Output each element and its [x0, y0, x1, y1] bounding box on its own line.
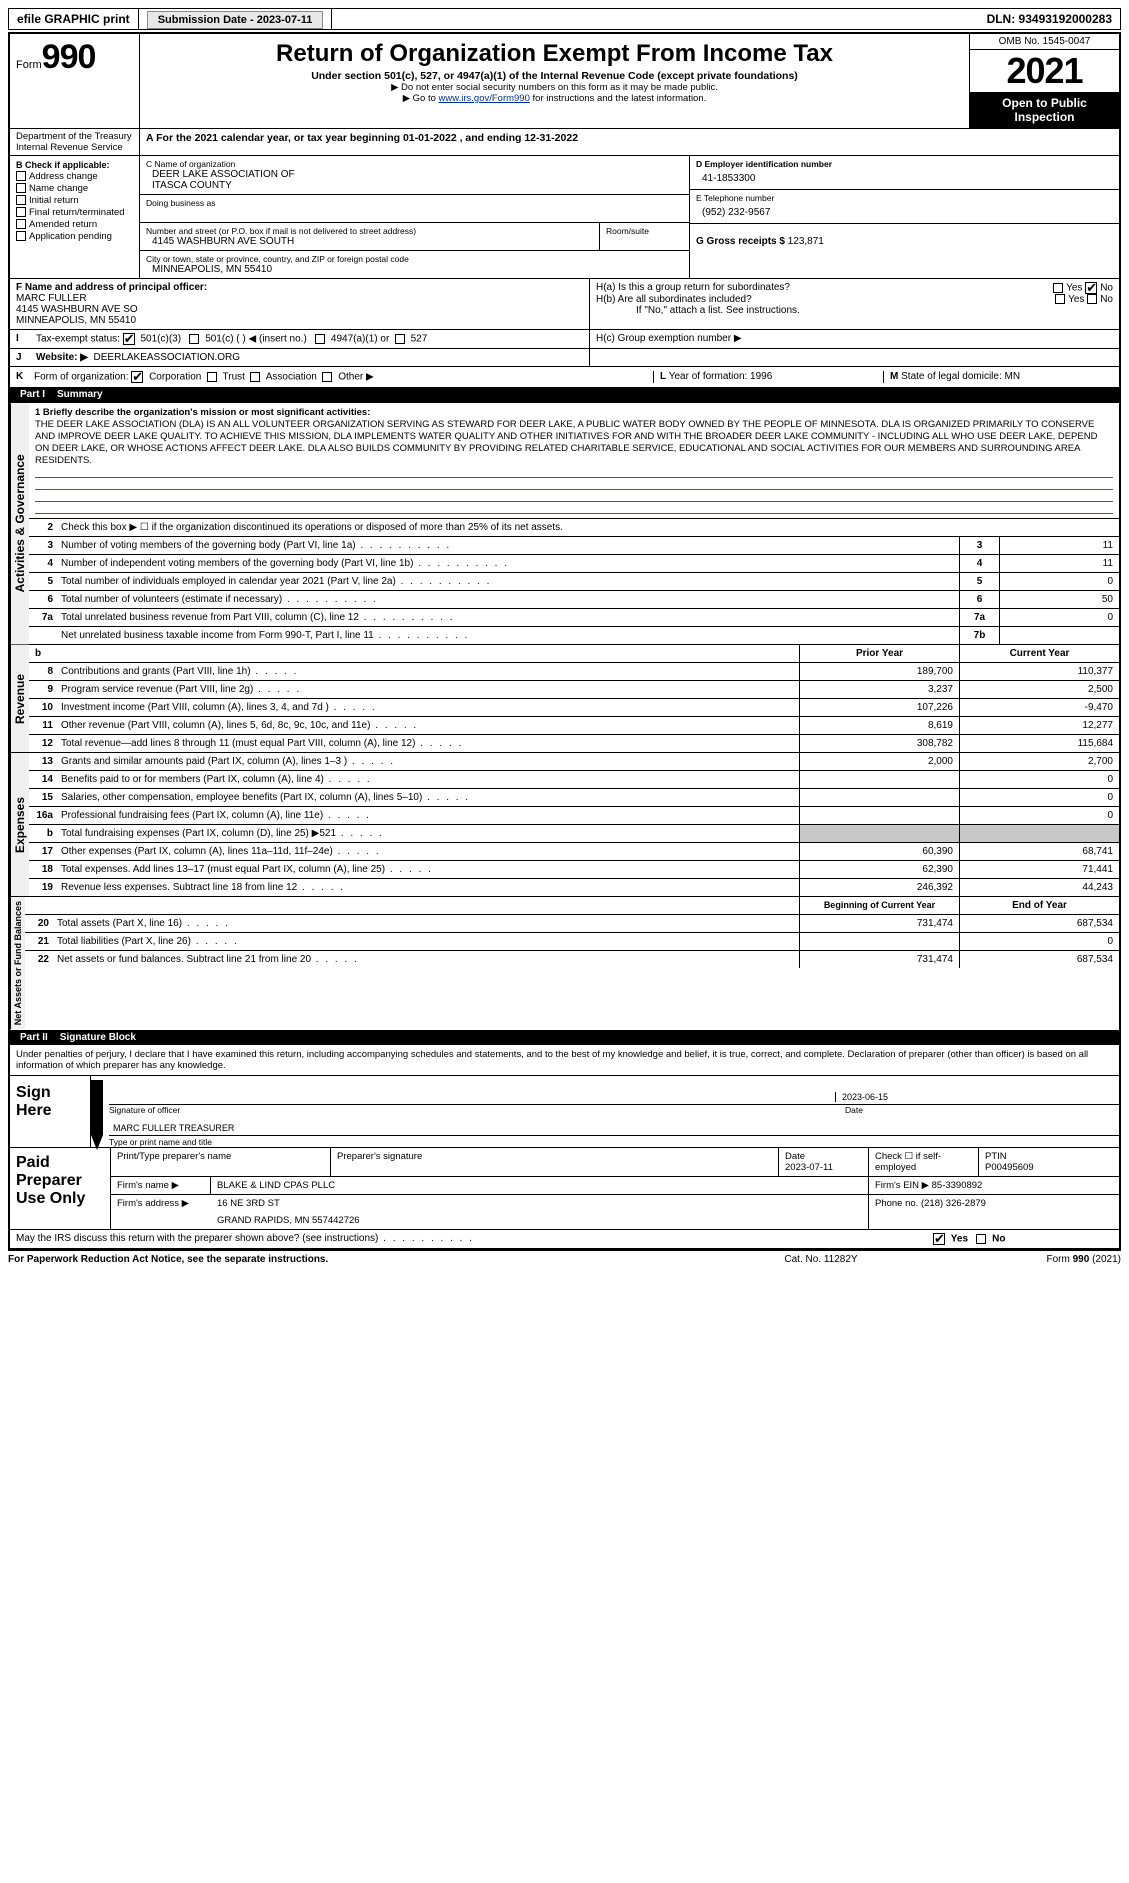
- paid-preparer-label: Paid Preparer Use Only: [10, 1148, 110, 1229]
- summary-row: 20Total assets (Part X, line 16)731,4746…: [25, 915, 1119, 933]
- form-header: Form990 Return of Organization Exempt Fr…: [10, 34, 1119, 129]
- omb-number: OMB No. 1545-0047: [970, 34, 1119, 50]
- col-current-year: Current Year: [959, 645, 1119, 662]
- summary-row: 21Total liabilities (Part X, line 26)0: [25, 933, 1119, 951]
- page-footer: For Paperwork Reduction Act Notice, see …: [8, 1250, 1121, 1265]
- chk-application-pending[interactable]: Application pending: [16, 231, 133, 242]
- perjury-statement: Under penalties of perjury, I declare th…: [10, 1045, 1119, 1075]
- col-prior-year: Prior Year: [799, 645, 959, 662]
- officer-name: MARC FULLER TREASURER: [113, 1123, 234, 1133]
- box-c-dba: Doing business as: [140, 195, 689, 223]
- chk-address-change[interactable]: Address change: [16, 171, 133, 182]
- summary-row: 4Number of independent voting members of…: [29, 555, 1119, 573]
- box-f-officer: F Name and address of principal officer:…: [10, 279, 589, 329]
- summary-row: 12Total revenue—add lines 8 through 11 (…: [29, 735, 1119, 752]
- mission-block: 1 Briefly describe the organization's mi…: [29, 403, 1119, 518]
- summary-row: 10Investment income (Part VIII, column (…: [29, 699, 1119, 717]
- chk-trust[interactable]: [207, 372, 217, 382]
- line-2: Check this box ▶ ☐ if the organization d…: [57, 519, 1119, 536]
- h-b-yes[interactable]: [1055, 294, 1065, 304]
- box-e-phone: E Telephone number (952) 232-9567: [690, 190, 1119, 224]
- form-title: Return of Organization Exempt From Incom…: [146, 40, 963, 68]
- box-c-name: C Name of organization DEER LAKE ASSOCIA…: [140, 156, 689, 195]
- col-beginning-year: Beginning of Current Year: [799, 897, 959, 914]
- discuss-line: May the IRS discuss this return with the…: [16, 1233, 933, 1245]
- box-g-gross: G Gross receipts $ 123,871: [690, 224, 1119, 250]
- box-c-room: Room/suite: [600, 223, 689, 251]
- summary-row: 16aProfessional fundraising fees (Part I…: [29, 807, 1119, 825]
- chk-501c[interactable]: [189, 334, 199, 344]
- summary-row: 22Net assets or fund balances. Subtract …: [25, 951, 1119, 968]
- dln-label: DLN: 93493192000283: [979, 9, 1120, 29]
- box-c-city: City or town, state or province, country…: [140, 251, 689, 278]
- ssn-note: ▶ Do not enter social security numbers o…: [146, 82, 963, 93]
- summary-row: 13Grants and similar amounts paid (Part …: [29, 753, 1119, 771]
- chk-527[interactable]: [395, 334, 405, 344]
- summary-row: Net unrelated business taxable income fr…: [29, 627, 1119, 644]
- summary-row: 15Salaries, other compensation, employee…: [29, 789, 1119, 807]
- box-d-ein: D Employer identification number 41-1853…: [690, 156, 1119, 190]
- open-inspection-badge: Open to Public Inspection: [970, 92, 1119, 128]
- signature-line[interactable]: [113, 1092, 835, 1102]
- side-expenses: Expenses: [10, 753, 29, 896]
- chk-final-return[interactable]: Final return/terminated: [16, 207, 133, 218]
- summary-row: 7aTotal unrelated business revenue from …: [29, 609, 1119, 627]
- line-i-tax-exempt: Tax-exempt status: 501(c)(3) 501(c) ( ) …: [30, 330, 589, 348]
- summary-row: 14Benefits paid to or for members (Part …: [29, 771, 1119, 789]
- chk-amended-return[interactable]: Amended return: [16, 219, 133, 230]
- h-a-no[interactable]: [1085, 282, 1097, 294]
- goto-note: ▶ Go to www.irs.gov/Form990 for instruct…: [146, 93, 963, 104]
- side-activities-governance: Activities & Governance: [10, 403, 29, 644]
- discuss-no[interactable]: [976, 1234, 986, 1244]
- tax-year: 2021: [970, 50, 1119, 92]
- side-revenue: Revenue: [10, 645, 29, 752]
- submission-date-button[interactable]: Submission Date - 2023-07-11: [147, 11, 324, 29]
- form-subtitle: Under section 501(c), 527, or 4947(a)(1)…: [146, 70, 963, 82]
- summary-row: 8Contributions and grants (Part VIII, li…: [29, 663, 1119, 681]
- chk-association[interactable]: [250, 372, 260, 382]
- summary-row: 19Revenue less expenses. Subtract line 1…: [29, 879, 1119, 896]
- line-a-tax-year: A For the 2021 calendar year, or tax yea…: [140, 129, 1119, 155]
- side-net-assets: Net Assets or Fund Balances: [10, 897, 25, 1029]
- chk-name-change[interactable]: Name change: [16, 183, 133, 194]
- form-number-block: Form990: [16, 38, 133, 77]
- part1-header: Part I Summary: [10, 387, 1119, 402]
- summary-row: 17Other expenses (Part IX, column (A), l…: [29, 843, 1119, 861]
- signature-arrow-icon: [91, 1080, 103, 1150]
- part2-header: Part II Signature Block: [10, 1030, 1119, 1045]
- box-b-check-applicable: B Check if applicable: Address change Na…: [10, 156, 140, 278]
- chk-self-employed[interactable]: Check ☐ if self-employed: [869, 1148, 979, 1176]
- summary-row: 11Other revenue (Part VIII, column (A), …: [29, 717, 1119, 735]
- summary-row: 3Number of voting members of the governi…: [29, 537, 1119, 555]
- line-k-form-org: Form of organization: Corporation Trust …: [34, 371, 653, 383]
- chk-initial-return[interactable]: Initial return: [16, 195, 133, 206]
- chk-corporation[interactable]: [131, 371, 143, 383]
- efile-top-bar: efile GRAPHIC print Submission Date - 20…: [8, 8, 1121, 30]
- form-container: Form990 Return of Organization Exempt Fr…: [8, 32, 1121, 1250]
- summary-row: 18Total expenses. Add lines 13–17 (must …: [29, 861, 1119, 879]
- firm-name: BLAKE & LIND CPAS PLLC: [211, 1177, 869, 1194]
- summary-row: 9Program service revenue (Part VIII, lin…: [29, 681, 1119, 699]
- efile-label: efile GRAPHIC print: [9, 9, 139, 29]
- sign-here-label: Sign Here: [10, 1076, 90, 1147]
- dept-treasury: Department of the Treasury Internal Reve…: [10, 129, 140, 155]
- line-l-year: L Year of formation: 1996: [653, 371, 883, 383]
- chk-501c3[interactable]: [123, 333, 135, 345]
- summary-row: 5Total number of individuals employed in…: [29, 573, 1119, 591]
- col-end-year: End of Year: [959, 897, 1119, 914]
- line-m-state: M State of legal domicile: MN: [883, 371, 1113, 383]
- chk-other[interactable]: [322, 372, 332, 382]
- summary-row: 6Total number of volunteers (estimate if…: [29, 591, 1119, 609]
- line-j-website: Website: ▶ DEERLAKEASSOCIATION.ORG: [30, 349, 589, 366]
- irs-link[interactable]: www.irs.gov/Form990: [439, 93, 530, 104]
- box-h: H(a) Is this a group return for subordin…: [589, 279, 1119, 329]
- summary-row: bTotal fundraising expenses (Part IX, co…: [29, 825, 1119, 843]
- box-c-street: Number and street (or P.O. box if mail i…: [140, 223, 599, 251]
- chk-4947[interactable]: [315, 334, 325, 344]
- box-h-c: H(c) Group exemption number ▶: [589, 330, 1119, 348]
- discuss-yes[interactable]: [933, 1233, 945, 1245]
- h-a-yes[interactable]: [1053, 283, 1063, 293]
